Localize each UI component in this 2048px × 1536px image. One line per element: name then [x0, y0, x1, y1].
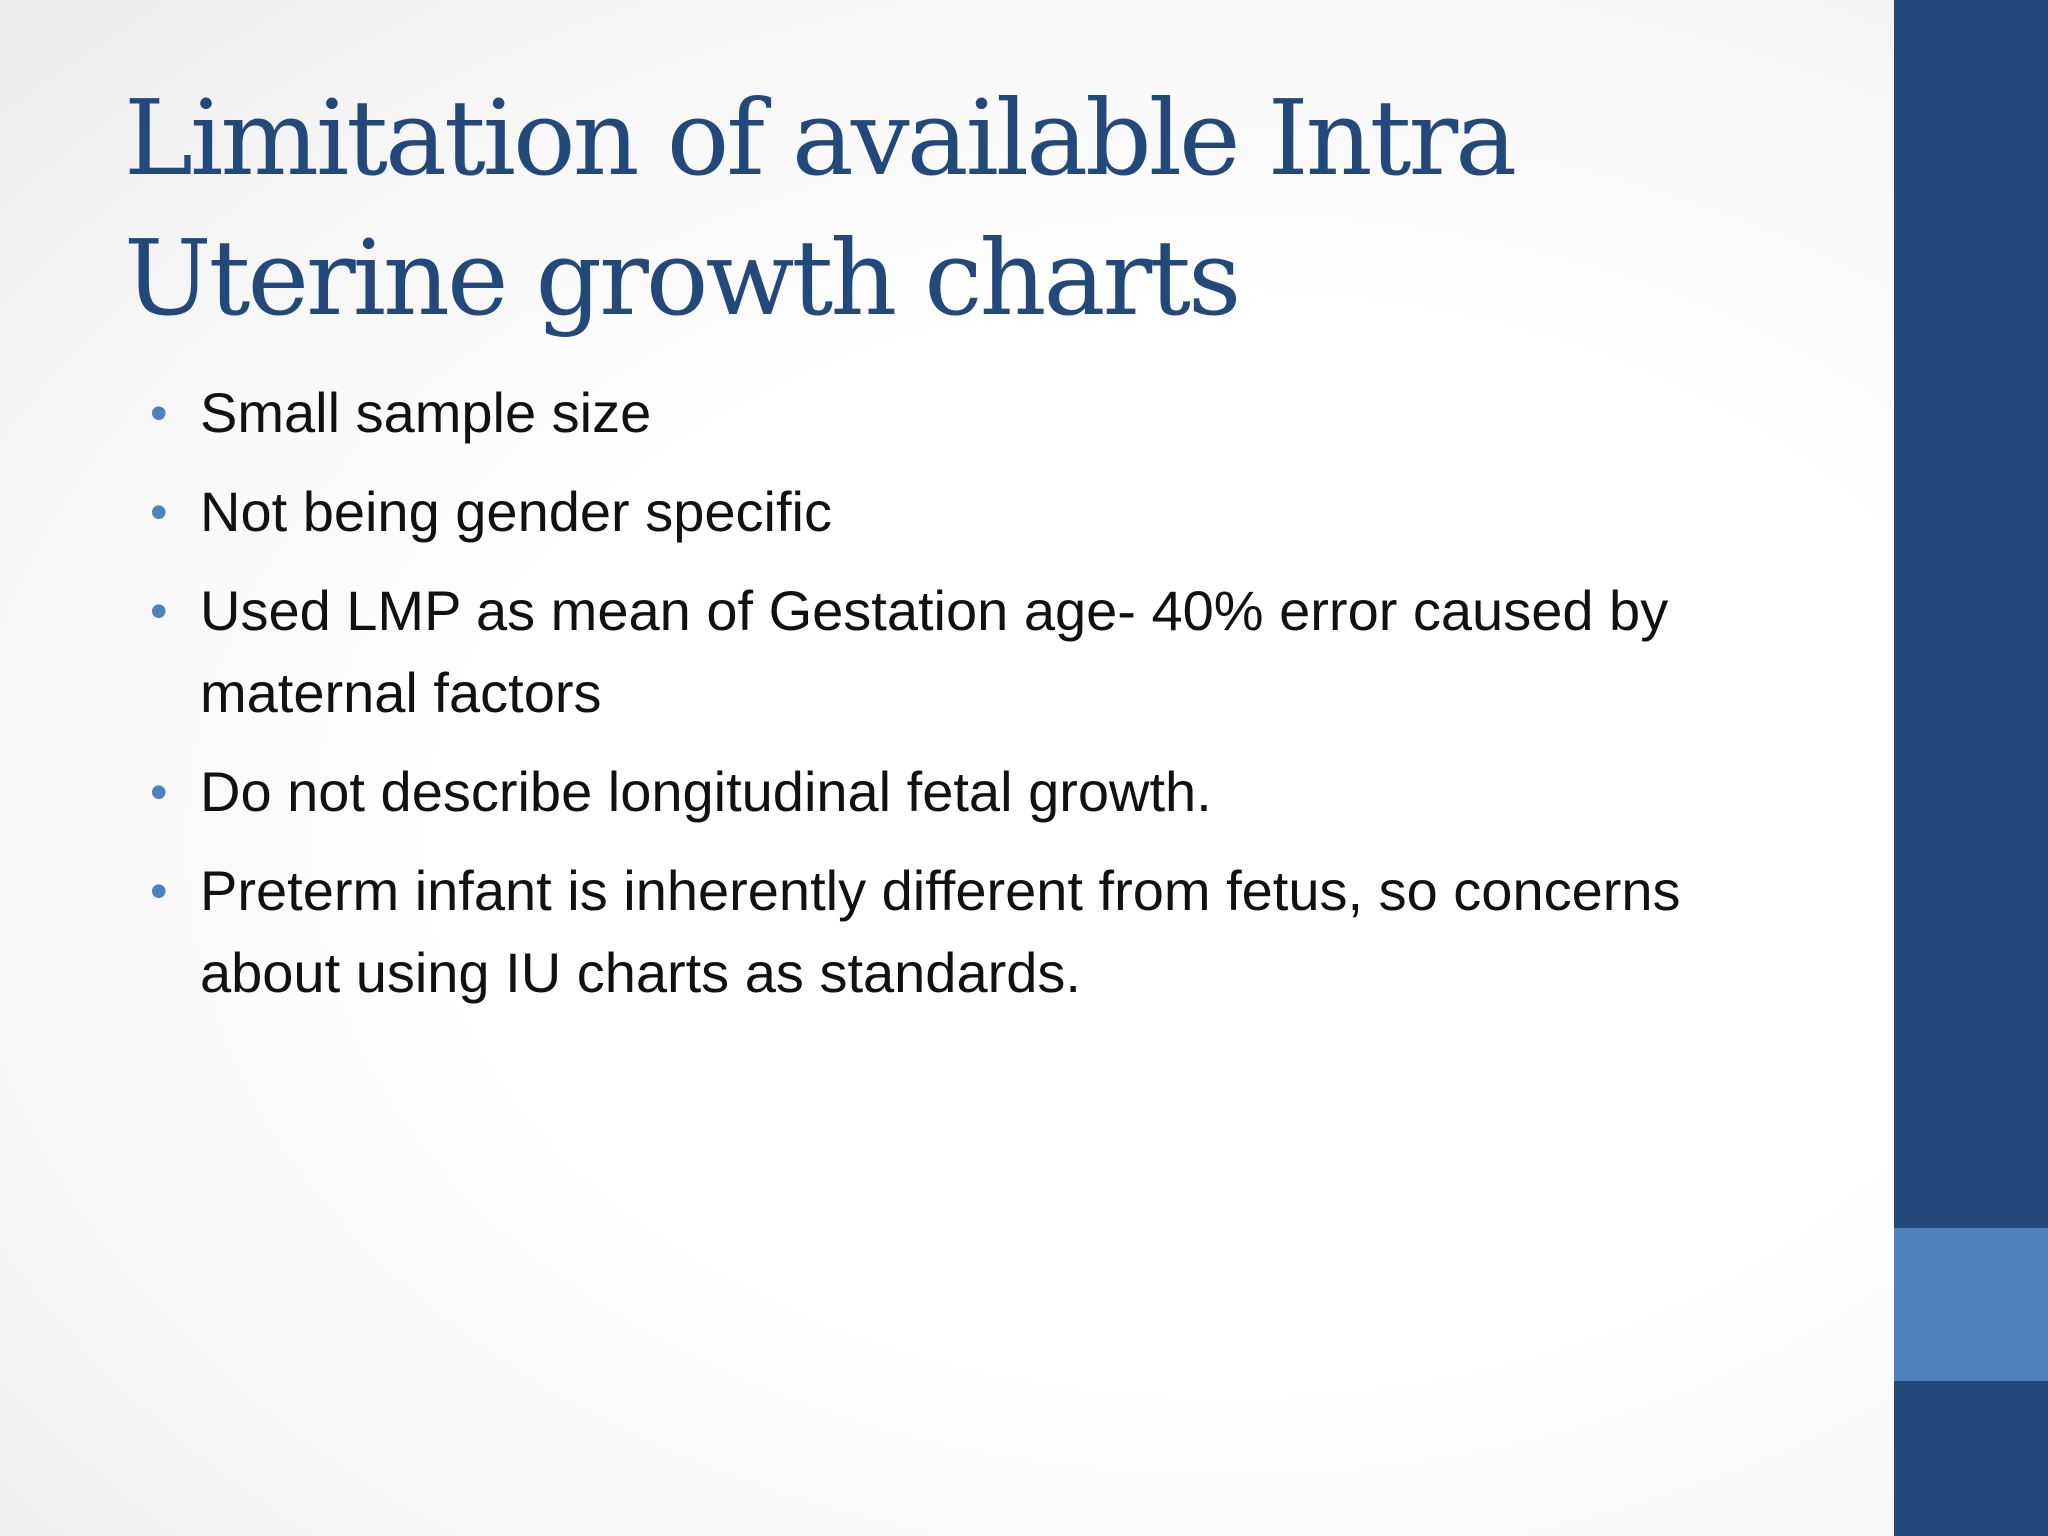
bullet-dot-icon: • [150, 385, 168, 441]
bullet-text: Preterm infant is inherently different f… [200, 859, 1681, 1004]
bullet-dot-icon: • [150, 863, 168, 919]
bullet-text: Not being gender specific [200, 480, 832, 543]
side-accent-block [1894, 1228, 2048, 1381]
bullet-list: • Small sample size • Not being gender s… [148, 372, 1748, 1031]
bullet-text: Used LMP as mean of Gestation age- 40% e… [200, 579, 1669, 724]
bullet-text: Small sample size [200, 381, 652, 444]
slide-title: Limitation of available Intra Uterine gr… [124, 77, 1517, 339]
bullet-dot-icon: • [150, 583, 168, 639]
bullet-item: • Preterm infant is inherently different… [148, 850, 1748, 1014]
bullet-item: • Not being gender specific [148, 471, 1748, 553]
bullet-text: Do not describe longitudinal fetal growt… [200, 760, 1212, 823]
bullet-dot-icon: • [150, 764, 168, 820]
bullet-item: • Used LMP as mean of Gestation age- 40%… [148, 570, 1748, 734]
bullet-item: • Do not describe longitudinal fetal gro… [148, 751, 1748, 833]
bullet-dot-icon: • [150, 484, 168, 540]
bullet-item: • Small sample size [148, 372, 1748, 454]
